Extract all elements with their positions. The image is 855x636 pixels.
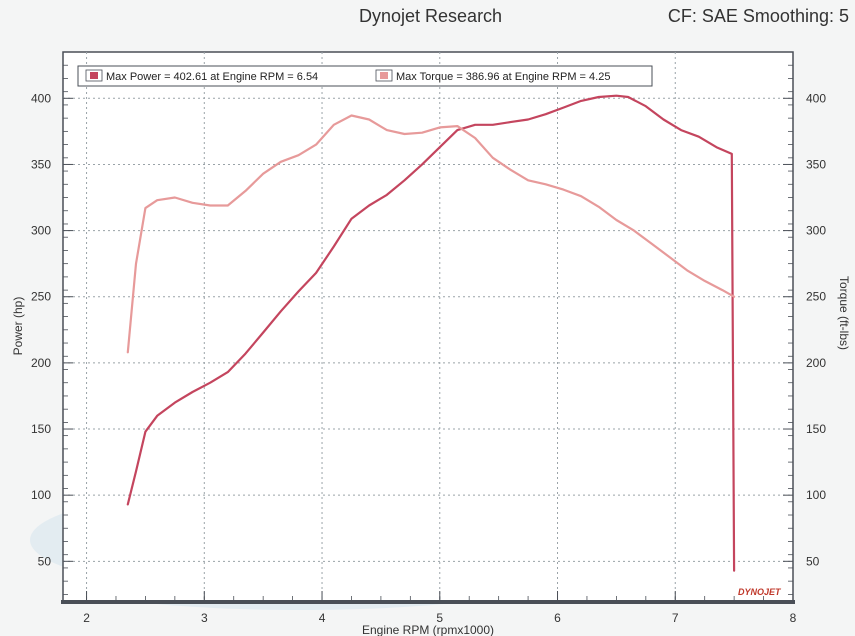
- plot-area: [62, 51, 794, 602]
- x-tick-label: 8: [790, 611, 797, 625]
- x-tick-label: 4: [319, 611, 326, 625]
- logo-text: DYNOJET: [738, 587, 782, 597]
- y-tick-label: 300: [31, 224, 51, 238]
- y-tick-label: 150: [31, 422, 51, 436]
- y2-tick-label: 300: [806, 224, 826, 238]
- y2-tick-label: 200: [806, 356, 826, 370]
- y-axis-label: Power (hp): [11, 297, 25, 356]
- x-axis-label: Engine RPM (rpmx1000): [362, 623, 494, 636]
- y2-tick-label: 350: [806, 157, 826, 171]
- y2-tick-label: 400: [806, 91, 826, 105]
- y-tick-label: 400: [31, 91, 51, 105]
- x-tick-label: 5: [436, 611, 443, 625]
- x-tick-label: 3: [201, 611, 208, 625]
- y2-tick-label: 150: [806, 422, 826, 436]
- chart-title: Dynojet Research: [359, 6, 503, 26]
- y2-tick-label: 250: [806, 290, 826, 304]
- legend-entry-torque: Max Torque = 386.96 at Engine RPM = 4.25: [396, 71, 610, 83]
- legend-box: [77, 65, 653, 87]
- series-line-torque: [126, 114, 736, 354]
- y-tick-label: 250: [31, 290, 51, 304]
- y-tick-label: 350: [31, 157, 51, 171]
- legend-entry-power: Max Power = 402.61 at Engine RPM = 6.54: [106, 71, 318, 83]
- y-tick-label: 50: [38, 554, 52, 568]
- legend: Max Power = 402.61 at Engine RPM = 6.54 M…: [77, 65, 653, 87]
- legend-swatch-power: [90, 72, 98, 79]
- y2-axis-label: Torque (ft-lbs): [837, 276, 851, 350]
- correction-settings: CF: SAE Smoothing: 5: [667, 6, 849, 26]
- legend-swatch-torque: [380, 72, 388, 79]
- y-tick-label: 200: [31, 356, 51, 370]
- chart-header: Dynojet Research CF: SAE Smoothing: 5: [0, 6, 855, 32]
- x-tick-label: 7: [672, 611, 679, 625]
- y-tick-label: 100: [31, 488, 51, 502]
- series-line-power: [126, 94, 736, 572]
- y2-tick-label: 100: [806, 488, 826, 502]
- y2-tick-label: 50: [806, 554, 820, 568]
- x-tick-label: 2: [83, 611, 90, 625]
- x-tick-label: 6: [554, 611, 561, 625]
- dynojet-logo: DYNOJET: [738, 587, 782, 597]
